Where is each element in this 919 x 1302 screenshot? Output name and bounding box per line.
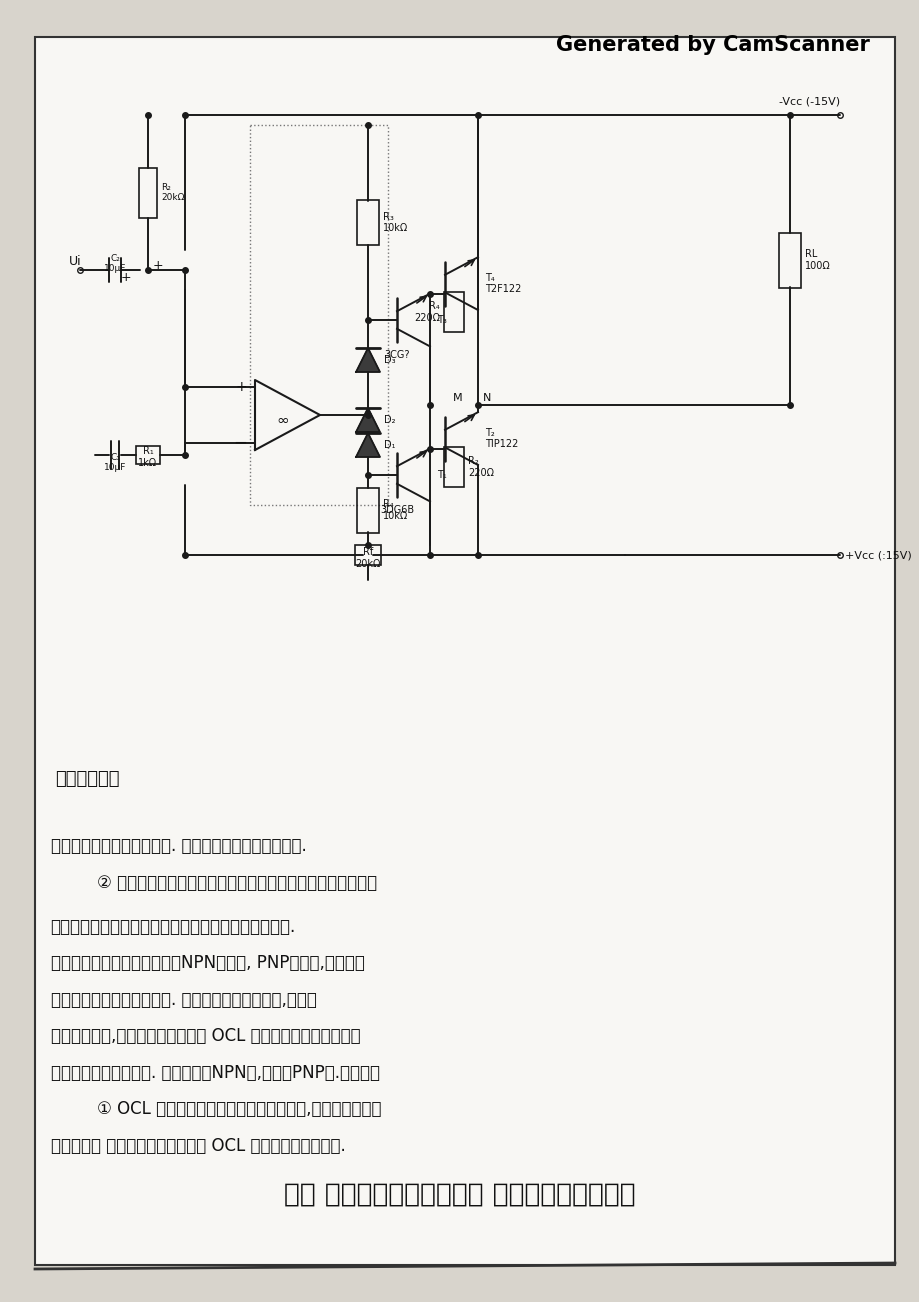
Text: M: M <box>453 393 462 404</box>
Text: +: + <box>121 271 131 284</box>
Text: ∞: ∞ <box>276 413 289 427</box>
Text: R₁
1kΩ: R₁ 1kΩ <box>138 447 157 467</box>
Bar <box>778 233 800 288</box>
Text: D₁: D₁ <box>383 440 395 450</box>
Text: R₂
20kΩ: R₂ 20kΩ <box>161 182 184 202</box>
Text: Generated by CamScanner: Generated by CamScanner <box>555 35 869 55</box>
Text: RL
100Ω: RL 100Ω <box>804 249 830 271</box>
Text: R₃
10kΩ: R₃ 10kΩ <box>382 212 408 233</box>
Text: T₃: T₃ <box>437 315 446 326</box>
Text: −: − <box>233 434 246 452</box>
Text: 信号正半周期的波形；反之则获得信号负半周期的波形.: 信号正半周期的波形；反之则获得信号负半周期的波形. <box>51 918 296 936</box>
Text: T₁: T₁ <box>437 470 446 480</box>
Text: 装置为双电源,包括正、负两部分。 OCL 功率放大电路的功作原理: 装置为双电源,包括正、负两部分。 OCL 功率放大电路的功作原理 <box>51 1027 360 1046</box>
Bar <box>444 447 463 487</box>
Bar <box>444 292 463 332</box>
Text: D₃: D₃ <box>383 355 395 365</box>
Text: 实验电路图：: 实验电路图： <box>55 769 119 788</box>
Text: Ui: Ui <box>69 255 81 268</box>
Text: ② 由于电路中引入了交越失真，所以实验电路中利用二极管的: ② 由于电路中引入了交越失真，所以实验电路中利用二极管的 <box>96 874 376 892</box>
Text: 微导通性，来解决交越失真. 消除三极管开启电压的影响.: 微导通性，来解决交越失真. 消除三极管开启电压的影响. <box>51 837 306 855</box>
Text: +: + <box>235 380 246 395</box>
Text: R₄
10kΩ: R₄ 10kΩ <box>382 499 408 521</box>
Text: T₂
TIP122: T₂ TIP122 <box>484 428 517 449</box>
Text: T₄
T2F122: T₄ T2F122 <box>484 273 520 294</box>
Text: ① OCL 功率放大电路是一种很常用的电路,它是由两个特性: ① OCL 功率放大电路是一种很常用的电路,它是由两个特性 <box>96 1100 380 1118</box>
Text: C₂
10μF: C₂ 10μF <box>104 254 126 273</box>
Text: C₁
10μF: C₁ 10μF <box>104 453 126 473</box>
Text: 三、 实验内容、实验电路、 实验步骤及数据处理: 三、 实验内容、实验电路、 实验步骤及数据处理 <box>284 1182 635 1208</box>
Text: -Vcc (-15V): -Vcc (-15V) <box>778 98 840 107</box>
Polygon shape <box>356 434 380 457</box>
Bar <box>250 125 388 505</box>
Text: N: N <box>482 393 491 404</box>
Text: 是两个三极管轮流导通工作. 当输入信号处于正半周,且幅度: 是两个三极管轮流导通工作. 当输入信号处于正半周,且幅度 <box>51 991 316 1009</box>
Bar <box>139 168 157 217</box>
Text: R₄
220Ω: R₄ 220Ω <box>414 301 439 323</box>
Text: 3CG?: 3CG? <box>384 350 409 359</box>
Text: 实验内容： 本实验的主要内容是对 OCL 功率放大电路的研究.: 实验内容： 本实验的主要内容是对 OCL 功率放大电路的研究. <box>51 1137 345 1155</box>
Bar <box>355 546 380 565</box>
Text: 相同的互补三极管组成. 其中一个为NPN管,一个为PNP管.并且供电: 相同的互补三极管组成. 其中一个为NPN管,一个为PNP管.并且供电 <box>51 1064 380 1082</box>
Polygon shape <box>356 348 380 372</box>
Text: D₂: D₂ <box>383 415 395 424</box>
Text: 远大于三极管的开启电压时，NPN管导通, PNP管截止,从而获得: 远大于三极管的开启电压时，NPN管导通, PNP管截止,从而获得 <box>51 954 364 973</box>
Bar <box>357 201 379 245</box>
Text: +: + <box>153 259 164 272</box>
Text: +Vcc (:15V): +Vcc (:15V) <box>844 549 911 560</box>
Text: R₂
220Ω: R₂ 220Ω <box>468 456 494 478</box>
Text: Rf
20kΩ: Rf 20kΩ <box>355 547 380 569</box>
Bar <box>136 447 160 464</box>
Bar <box>357 487 379 533</box>
Text: 3DG6B: 3DG6B <box>380 505 414 514</box>
Polygon shape <box>356 408 380 432</box>
